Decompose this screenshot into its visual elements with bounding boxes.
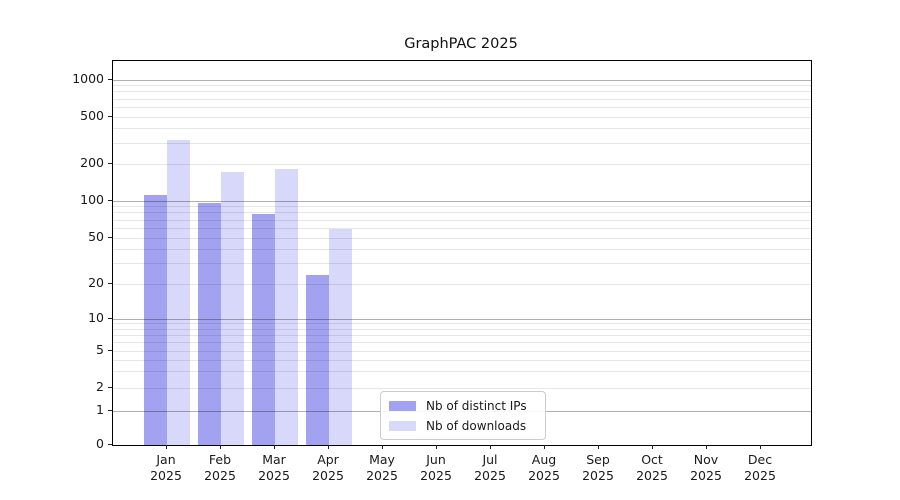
- legend-label-distinct-ips: Nb of distinct IPs: [426, 398, 527, 413]
- gridline-minor: [113, 334, 811, 336]
- gridline-minor: [113, 283, 811, 285]
- gridline-minor: [113, 350, 811, 352]
- y-axis-tick-label: 50: [88, 229, 104, 244]
- x-axis-tick: [327, 445, 329, 449]
- gridline-minor: [113, 359, 811, 361]
- gridline-minor: [113, 106, 811, 108]
- y-axis-tick-label: 20: [88, 275, 104, 290]
- legend-item-distinct-ips: Nb of distinct IPs: [389, 398, 537, 413]
- x-axis-tick-label: Feb 2025: [204, 452, 236, 483]
- bar-nb-of-downloads-jan-2025: [167, 139, 190, 445]
- gridline-minor: [113, 116, 811, 118]
- gridline-minor: [113, 248, 811, 250]
- x-axis-tick-label: Sep 2025: [582, 452, 614, 483]
- chart-title: GraphPAC 2025: [404, 36, 518, 52]
- x-axis-tick-label: Nov 2025: [690, 452, 722, 483]
- y-axis-tick: [108, 162, 112, 164]
- y-axis-tick: [108, 386, 112, 388]
- y-axis-tick-label: 5: [96, 342, 104, 357]
- bar-nb-of-distinct-ips-jan-2025: [144, 194, 167, 445]
- legend-label-downloads: Nb of downloads: [426, 418, 527, 433]
- x-axis-tick-label: Dec 2025: [744, 452, 776, 483]
- y-axis-tick-label: 2: [96, 379, 104, 394]
- y-axis-tick: [108, 282, 112, 284]
- y-axis-tick-label: 1: [96, 402, 104, 417]
- x-axis-tick: [489, 445, 491, 449]
- x-axis-tick-label: Aug 2025: [528, 452, 560, 483]
- y-axis-tick: [108, 443, 112, 445]
- y-axis-tick: [108, 78, 112, 80]
- y-axis-tick-label: 200: [80, 155, 104, 170]
- y-axis-tick: [108, 409, 112, 411]
- gridline-minor: [113, 371, 811, 373]
- gridline-minor: [113, 237, 811, 239]
- y-axis-tick-label: 1000: [72, 71, 104, 86]
- x-axis-tick: [165, 445, 167, 449]
- x-axis-tick-label: Mar 2025: [258, 452, 290, 483]
- plot-area: [112, 60, 812, 446]
- gridline-minor: [113, 206, 811, 208]
- x-axis-tick: [759, 445, 761, 449]
- x-axis-tick: [381, 445, 383, 449]
- gridline-minor: [113, 328, 811, 330]
- x-axis-tick: [597, 445, 599, 449]
- x-axis-tick: [543, 445, 545, 449]
- legend-item-downloads: Nb of downloads: [389, 418, 537, 433]
- legend-swatch-downloads-icon: [389, 420, 416, 431]
- gridline-major: [113, 79, 811, 81]
- y-axis-tick-label: 500: [80, 108, 104, 123]
- legend-swatch-distinct-ips-icon: [389, 400, 416, 411]
- gridline-minor: [113, 127, 811, 129]
- gridline-minor: [113, 98, 811, 100]
- bar-nb-of-distinct-ips-apr-2025: [306, 274, 329, 445]
- gridline-minor: [113, 263, 811, 265]
- gridline-major: [113, 318, 811, 320]
- y-axis-tick-label: 0: [96, 436, 104, 451]
- gridline-minor: [113, 387, 811, 389]
- gridline-minor: [113, 219, 811, 221]
- y-axis-tick: [108, 115, 112, 117]
- gridline-minor: [113, 85, 811, 87]
- bar-nb-of-downloads-mar-2025: [275, 168, 298, 445]
- y-axis-tick: [108, 317, 112, 319]
- y-axis-tick: [108, 236, 112, 238]
- gridline-minor: [113, 91, 811, 93]
- y-axis-tick: [108, 349, 112, 351]
- y-axis-tick-label: 100: [80, 192, 104, 207]
- x-axis-tick-label: Jul 2025: [474, 452, 506, 483]
- gridline-minor: [113, 163, 811, 165]
- x-axis-tick: [273, 445, 275, 449]
- bar-nb-of-downloads-apr-2025: [329, 229, 352, 445]
- x-axis-tick-label: Apr 2025: [312, 452, 344, 483]
- bar-nb-of-distinct-ips-feb-2025: [198, 202, 221, 445]
- gridline-minor: [113, 323, 811, 325]
- x-axis-tick: [435, 445, 437, 449]
- legend: Nb of distinct IPs Nb of downloads: [380, 391, 546, 440]
- x-axis-tick: [651, 445, 653, 449]
- x-axis-tick-label: Oct 2025: [636, 452, 668, 483]
- y-axis-tick: [108, 199, 112, 201]
- x-axis-tick-label: May 2025: [366, 452, 398, 483]
- y-axis-tick-label: 10: [88, 310, 104, 325]
- bar-nb-of-distinct-ips-mar-2025: [252, 214, 275, 445]
- x-axis-tick-label: Jun 2025: [420, 452, 452, 483]
- x-axis-tick: [219, 445, 221, 449]
- gridline-minor: [113, 212, 811, 214]
- bar-nb-of-downloads-feb-2025: [221, 172, 244, 445]
- gridline-major: [113, 200, 811, 202]
- gridline-minor: [113, 342, 811, 344]
- x-axis-tick: [705, 445, 707, 449]
- gridline-minor: [113, 142, 811, 144]
- gridline-minor: [113, 227, 811, 229]
- x-axis-tick-label: Jan 2025: [150, 452, 182, 483]
